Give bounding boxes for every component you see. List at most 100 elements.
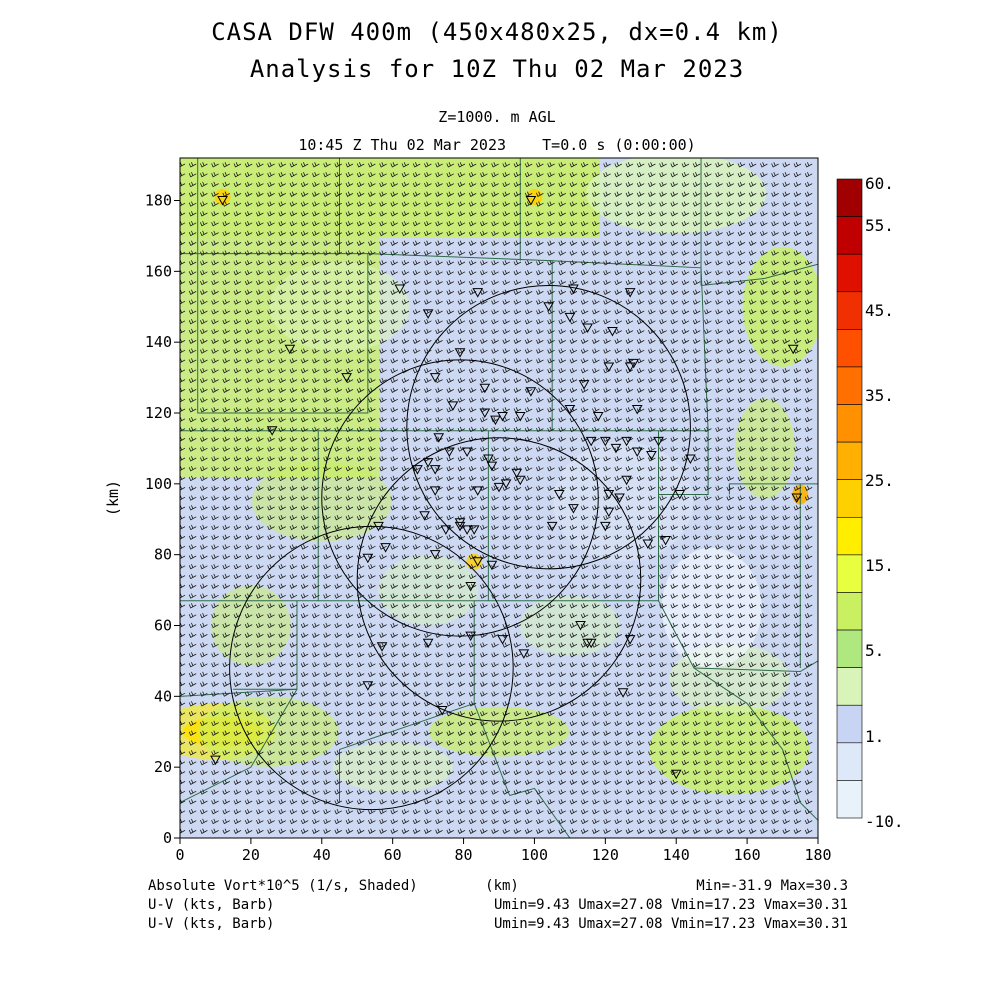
wind-barb	[256, 338, 264, 344]
wind-barb	[547, 171, 555, 178]
wind-barb	[222, 730, 230, 736]
wind-barb	[480, 171, 488, 178]
wind-barb	[524, 701, 533, 707]
wind-barb	[211, 505, 219, 511]
wind-barb	[401, 377, 410, 384]
wind-barb	[558, 367, 566, 374]
wind-barb	[289, 603, 298, 609]
wind-barb	[614, 465, 622, 472]
wind-barb	[424, 524, 432, 531]
wind-barb	[524, 828, 533, 834]
wind-barb	[502, 799, 510, 805]
wind-barb	[446, 162, 454, 168]
wind-barb	[760, 524, 768, 531]
wind-barb	[726, 407, 734, 413]
wind-barb	[502, 828, 510, 834]
wind-barb	[468, 328, 477, 335]
wind-barb	[558, 318, 566, 325]
wind-barb	[401, 612, 410, 619]
wind-barb	[748, 397, 757, 403]
wind-barb	[536, 328, 544, 335]
wind-barb	[468, 250, 477, 256]
wind-barb	[614, 818, 622, 825]
wind-barb	[793, 407, 802, 413]
wind-barb	[737, 348, 746, 354]
wind-barb	[648, 416, 656, 423]
wind-barb	[625, 348, 634, 354]
wind-barb	[804, 691, 813, 697]
wind-barb	[681, 583, 690, 589]
wind-barb	[368, 250, 376, 256]
wind-barb	[356, 162, 365, 168]
wind-barb	[256, 279, 264, 286]
wind-barb	[524, 260, 533, 266]
wind-barb	[300, 671, 309, 678]
wind-barb	[244, 563, 253, 570]
station-marker	[373, 521, 384, 532]
station-marker	[472, 557, 484, 567]
wind-barb	[401, 573, 410, 580]
wind-barb	[278, 534, 286, 540]
wind-barb	[446, 426, 454, 433]
wind-barb	[748, 681, 757, 687]
wind-barb	[491, 171, 499, 178]
wind-barb	[379, 407, 387, 413]
wind-barb	[289, 789, 298, 795]
wind-barb	[681, 269, 690, 276]
wind-barb	[760, 603, 768, 609]
wind-barb	[771, 740, 779, 746]
wind-barb	[491, 191, 499, 197]
wind-barb	[312, 681, 320, 687]
wind-barb	[760, 661, 768, 668]
wind-barb	[368, 485, 376, 491]
wind-barb	[748, 583, 757, 589]
wind-barb	[356, 661, 365, 668]
wind-barb	[670, 377, 678, 384]
wind-barb	[760, 691, 768, 697]
wind-barb	[692, 387, 701, 393]
wind-barb	[580, 426, 589, 433]
wind-barb	[737, 230, 746, 237]
wind-barb	[804, 240, 813, 246]
wind-barb	[726, 220, 734, 227]
wind-barb	[457, 485, 466, 491]
wind-barb	[211, 446, 219, 452]
wind-barb	[200, 808, 208, 815]
wind-barb	[390, 456, 398, 462]
wind-barb	[222, 181, 230, 188]
wind-barb	[760, 240, 768, 246]
wind-barb	[659, 230, 667, 237]
wind-barb	[569, 701, 578, 707]
wind-barb	[278, 299, 286, 305]
wind-barb	[312, 622, 320, 629]
wind-barb	[659, 750, 667, 756]
wind-barb	[446, 309, 454, 315]
wind-barb	[312, 524, 320, 531]
wind-barb	[412, 279, 421, 286]
wind-barb	[502, 583, 510, 589]
station-marker	[362, 553, 374, 564]
wind-barb	[648, 289, 656, 295]
wind-barb	[804, 220, 813, 227]
wind-barb	[782, 426, 790, 433]
wind-barb	[390, 789, 398, 795]
wind-barb	[424, 269, 432, 276]
wind-barb	[379, 211, 387, 217]
wind-barb	[670, 475, 678, 482]
wind-barb	[401, 299, 410, 305]
wind-barb	[748, 230, 757, 237]
wind-barb	[256, 220, 264, 227]
wind-barb	[692, 446, 701, 452]
wind-barb	[289, 652, 298, 658]
wind-barb	[580, 573, 589, 580]
wind-barb	[233, 328, 242, 335]
wind-barb	[446, 593, 454, 599]
wind-barb	[513, 299, 522, 305]
wind-barb	[782, 309, 790, 315]
wind-barb	[670, 397, 678, 403]
wind-barb	[345, 230, 354, 237]
wind-barb	[379, 436, 387, 442]
wind-barb	[704, 818, 712, 825]
wind-barb	[592, 407, 600, 413]
wind-barb	[267, 691, 275, 697]
